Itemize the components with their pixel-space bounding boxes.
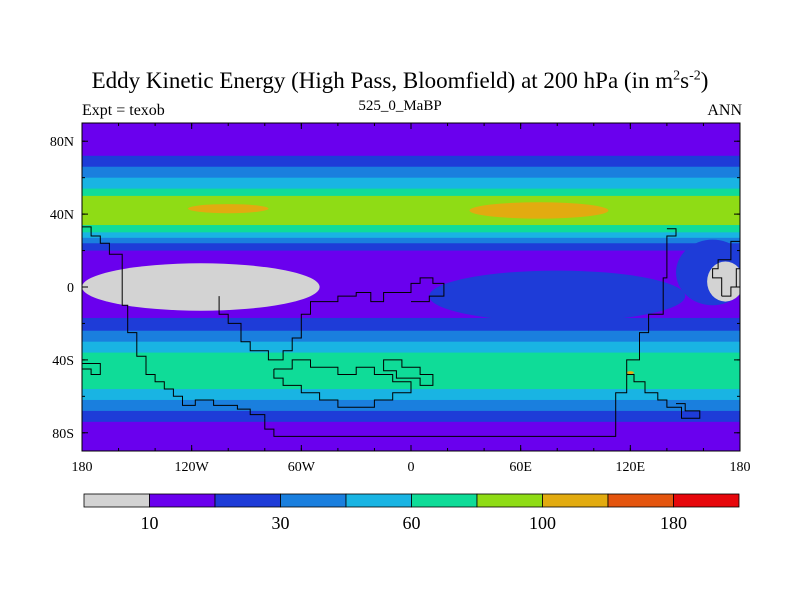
colorbar: 10 30 60 100 180: [83, 493, 740, 533]
x-tick-label: 60W: [288, 460, 316, 475]
colorbar-box-1: [149, 493, 216, 508]
coastline-1: [264, 228, 677, 437]
y-axis: 80N 40N 0 40S 80S: [50, 135, 740, 442]
season-label: ANN: [707, 102, 742, 119]
colorbar-box-5: [411, 493, 478, 508]
band-6: [82, 195, 740, 226]
colorbar-label: 30: [272, 513, 290, 533]
band-8: [82, 232, 740, 239]
x-tick-label: 120W: [175, 460, 210, 475]
band-5: [82, 188, 740, 197]
band-1: [82, 141, 740, 157]
coastlines: [82, 226, 740, 437]
band-2: [82, 155, 740, 168]
band-14: [82, 330, 740, 343]
y-tick-label: 80N: [50, 135, 74, 150]
patch-5: [707, 261, 740, 302]
x-axis: 180 120W 60W 0 60E 120E 180: [72, 123, 751, 475]
band-11: [82, 250, 740, 262]
band-7: [82, 225, 740, 233]
colorbar-label: 60: [403, 513, 421, 533]
coastline-2: [218, 277, 445, 361]
chart-title: Eddy Kinetic Energy (High Pass, Bloomfie…: [91, 68, 709, 93]
x-tick-label: 0: [408, 460, 415, 475]
band-0: [82, 123, 740, 142]
colorbar-label: 100: [529, 513, 556, 533]
y-tick-label: 80S: [52, 427, 74, 442]
band-9: [82, 237, 740, 244]
coastline-7: [712, 240, 740, 297]
colorbar-label: 10: [141, 513, 159, 533]
patch-2: [429, 270, 686, 322]
y-tick-label: 40N: [50, 208, 74, 223]
band-3: [82, 166, 740, 179]
band-10: [82, 243, 740, 252]
patch-0: [188, 204, 269, 214]
coastline-4: [383, 359, 434, 386]
colorbar-box-6: [476, 493, 543, 508]
y-tick-label: 0: [67, 281, 74, 296]
coastline-3: [273, 359, 412, 408]
colorbar-box-3: [280, 493, 347, 508]
coastline-6: [626, 374, 701, 419]
colorbar-box-0: [83, 493, 150, 508]
band-17: [82, 389, 740, 401]
colorbar-box-7: [542, 493, 609, 508]
x-tick-label: 60E: [509, 460, 532, 475]
coastline-8: [721, 268, 740, 297]
colorbar-label: 180: [660, 513, 687, 533]
band-4: [82, 177, 740, 190]
patch-4: [82, 263, 320, 311]
experiment-label: Expt = texob: [82, 102, 165, 119]
colorbar-box-4: [345, 493, 412, 508]
coastline-0: [82, 226, 266, 419]
band-18: [82, 399, 740, 412]
band-19: [82, 410, 740, 423]
colorbar-box-9: [673, 493, 740, 508]
colorbar-box-8: [607, 493, 674, 508]
x-tick-label: 120E: [616, 460, 646, 475]
band-13: [82, 317, 740, 332]
run-label: 525_0_MaBP: [358, 98, 442, 114]
colorbar-box-2: [214, 493, 281, 508]
band-15: [82, 341, 740, 354]
coastline-5: [82, 363, 101, 375]
patch-6: [626, 371, 634, 375]
y-tick-label: 40S: [52, 354, 74, 369]
x-tick-label: 180: [730, 460, 751, 475]
patch-1: [469, 202, 609, 219]
contour-patches: [82, 202, 740, 375]
x-tick-label: 180: [72, 460, 93, 475]
